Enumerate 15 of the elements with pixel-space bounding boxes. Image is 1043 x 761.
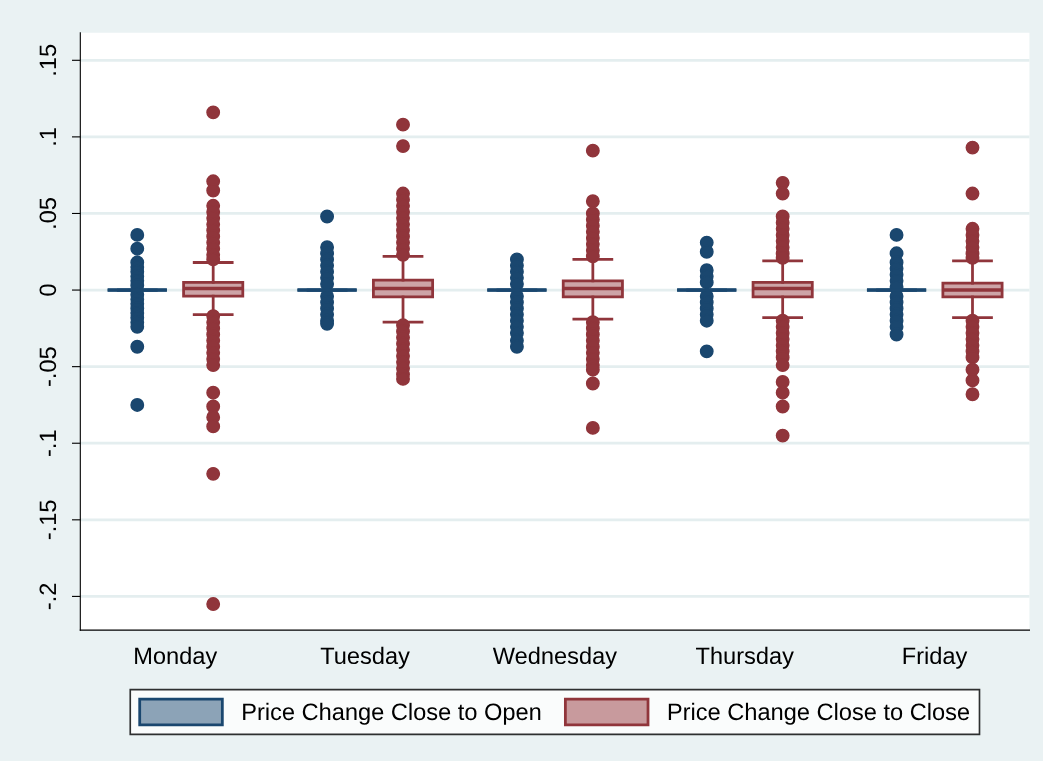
x-tick-label: Friday xyxy=(903,646,968,669)
legend-label: Price Change Close to Open xyxy=(243,702,541,725)
y-tick-label: -.15 xyxy=(39,500,57,540)
y-tick-label: -.2 xyxy=(39,583,56,610)
legend-label: Price Change Close to Close xyxy=(668,702,970,725)
y-tick-label: -.1 xyxy=(39,430,56,456)
y-tick-label: 0 xyxy=(39,284,57,296)
y-tick-label: .1 xyxy=(39,128,56,145)
y-tick-label: .05 xyxy=(39,198,57,228)
y-tick-label: -.05 xyxy=(39,347,57,386)
x-tick-label: Thursday xyxy=(696,646,794,669)
x-tick-label: Wednesday xyxy=(492,646,617,669)
x-tick-label: Tuesday xyxy=(320,646,410,669)
y-tick-label: .15 xyxy=(39,44,57,75)
x-tick-label: Monday xyxy=(135,646,218,669)
